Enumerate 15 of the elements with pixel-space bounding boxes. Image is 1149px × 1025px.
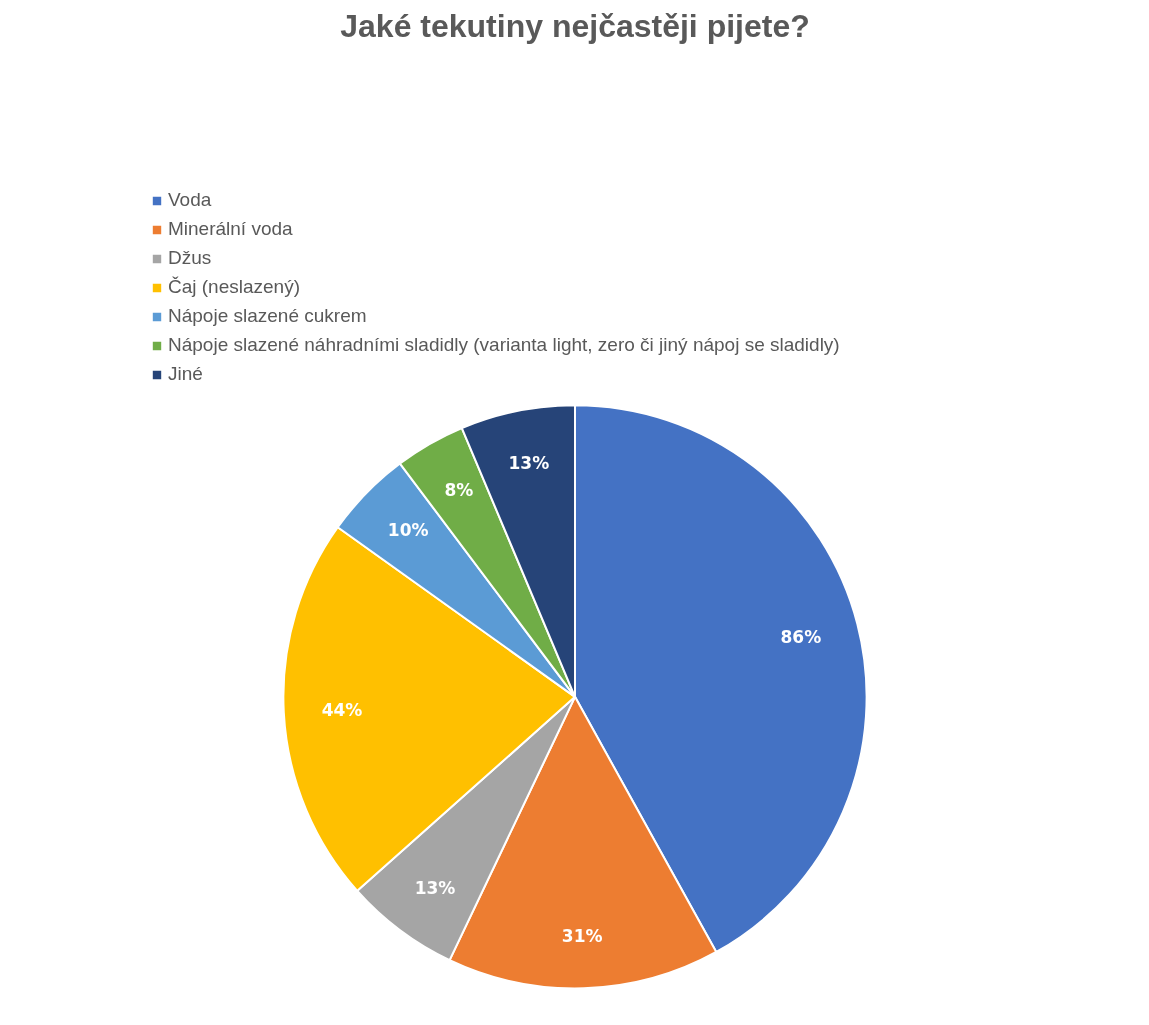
data-label: 44% — [321, 699, 363, 720]
data-label: 13% — [508, 452, 550, 473]
data-label: 13% — [414, 878, 456, 899]
legend-label: Nápoje slazené cukrem — [168, 305, 367, 327]
legend-label: Nápoje slazené náhradními sladidly (varianta light, zero či jiný nápoj se sladidly) — [168, 334, 840, 356]
data-label: 31% — [561, 925, 603, 946]
data-label: 86% — [780, 627, 822, 648]
legend-label: Voda — [168, 189, 212, 211]
data-label: 8% — [444, 479, 474, 500]
legend-label: Minerální voda — [168, 218, 293, 240]
data-label: 10% — [387, 519, 429, 540]
legend-label: Čaj (neslazený) — [168, 276, 300, 298]
chart-title: Jaké tekutiny nejčastěji pijete? — [340, 7, 810, 44]
legend-label: Džus — [168, 247, 212, 269]
legend-label: Jiné — [168, 363, 203, 385]
